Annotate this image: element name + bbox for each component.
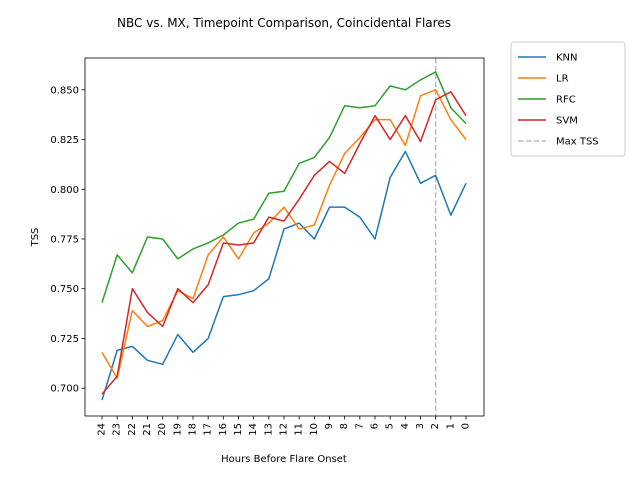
- series-line-knn: [101, 150, 467, 401]
- y-tick-label: 0.725: [50, 334, 79, 345]
- legend: KNN LR RFC SVM Max TSS: [510, 41, 626, 157]
- x-tick-label: 24: [97, 423, 108, 436]
- x-tick-label: 12: [279, 423, 290, 436]
- x-tick-label: 9: [324, 423, 335, 429]
- x-tick-label: 1: [445, 423, 456, 429]
- legend-label: Max TSS: [556, 137, 599, 148]
- x-tick-label: 8: [339, 423, 350, 429]
- plot-area: [101, 58, 467, 416]
- chart-title: NBC vs. MX, Timepoint Comparison, Coinci…: [117, 16, 451, 30]
- x-tick-label: 13: [263, 423, 274, 436]
- x-axis-label: Hours Before Flare Onset: [221, 454, 347, 465]
- x-tick-label: 16: [218, 423, 229, 436]
- y-tick-label: 0.800: [50, 185, 79, 196]
- x-tick-label: 0: [461, 423, 472, 429]
- x-tick-label: 4: [400, 423, 411, 429]
- x-tick-label: 10: [309, 423, 320, 436]
- x-tick-label: 14: [248, 423, 259, 436]
- legend-box: [510, 41, 626, 157]
- plot-frame: [84, 57, 485, 417]
- axes: 24 23 22 21 20 19 18 17 16 15 14 13 12 11 10 9 8 7 6 5 4 3 2 1 0…: [50, 85, 471, 435]
- x-tick-label: 15: [233, 423, 244, 436]
- y-tick-label: 0.775: [50, 234, 79, 245]
- legend-label: LR: [556, 74, 569, 85]
- y-tick-label: 0.850: [50, 85, 79, 96]
- x-tick-label: 17: [203, 423, 214, 436]
- x-tick-label: 19: [172, 423, 183, 436]
- x-tick-label: 20: [157, 423, 168, 436]
- x-tick-label: 23: [112, 423, 123, 436]
- series-line-lr: [101, 89, 467, 379]
- x-tick-label: 7: [354, 423, 365, 429]
- x-tick-label: 21: [142, 423, 153, 436]
- y-tick-label: 0.750: [50, 284, 79, 295]
- x-tick-label: 5: [385, 423, 396, 429]
- legend-label: KNN: [556, 53, 578, 64]
- x-tick-label: 3: [415, 423, 426, 429]
- x-tick-label: 22: [127, 423, 138, 436]
- series-line-rfc: [101, 71, 467, 303]
- y-axis-label: TSS: [30, 228, 41, 248]
- y-tick-label: 0.825: [50, 135, 79, 146]
- legend-label: RFC: [556, 95, 576, 106]
- x-tick-label: 6: [370, 423, 381, 429]
- x-tick-label: 18: [188, 423, 199, 436]
- x-tick-label: 11: [294, 423, 305, 436]
- legend-label: SVM: [556, 116, 578, 127]
- x-tick-label: 2: [430, 423, 441, 429]
- y-tick-label: 0.700: [50, 384, 79, 395]
- series-line-svm: [101, 91, 467, 395]
